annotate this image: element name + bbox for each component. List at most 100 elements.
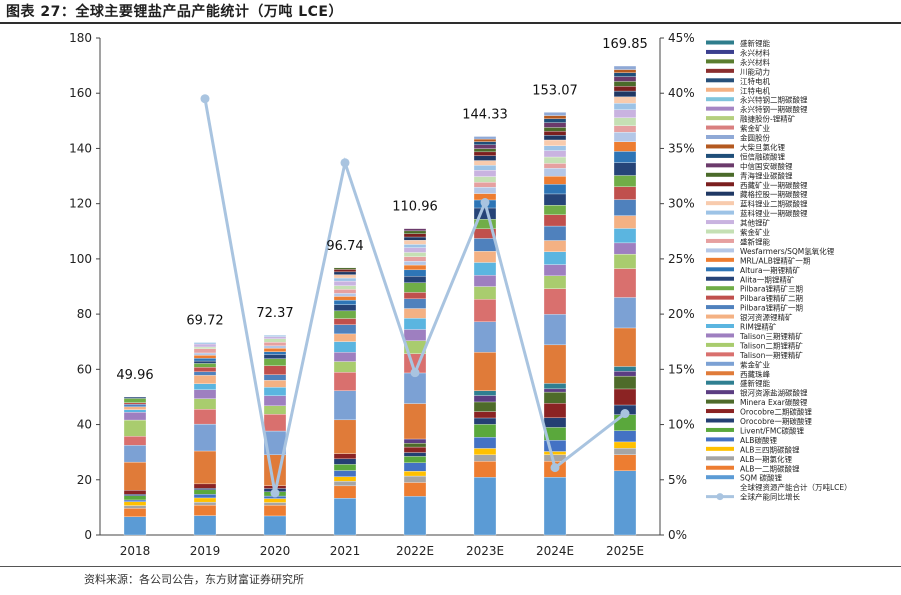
bar-segment: [193, 383, 217, 390]
bar-segment: [263, 365, 287, 375]
bar-segment: [123, 396, 147, 399]
bar-segment: [403, 475, 427, 483]
bar-segment: [473, 461, 497, 478]
bar-segment: [333, 274, 357, 279]
bar-segment: [193, 352, 217, 356]
bar-segment: [543, 403, 567, 418]
legend-label: 蓝科锂业一期碳酸锂: [740, 208, 808, 218]
bar-segment: [263, 380, 287, 388]
bar-segment: [613, 151, 637, 163]
bar-segment: [403, 298, 427, 309]
bar-segment: [403, 456, 427, 463]
bar-segment: [613, 125, 637, 133]
legend-swatch: [706, 125, 734, 130]
legend-swatch: [706, 78, 734, 83]
legend-swatch: [706, 172, 734, 177]
right-tick-label: 45%: [668, 31, 695, 45]
bar-segment: [613, 90, 637, 97]
bar-segment: [613, 371, 637, 377]
bar-segment: [473, 411, 497, 419]
legend-label: 西藏矿业一期碳酸锂: [740, 180, 808, 190]
legend-label: Pilbara锂精矿三期: [740, 284, 803, 294]
bar-segment: [333, 498, 357, 536]
left-tick-label: 80: [77, 307, 92, 321]
left-tick-label: 160: [69, 86, 92, 100]
legend-label: MRL/ALB锂精矿一期: [740, 255, 810, 265]
right-tick-label: 25%: [668, 252, 695, 266]
bar-segment: [473, 176, 497, 183]
bar-total-label: 96.74: [326, 239, 363, 254]
bar-segment: [543, 118, 567, 123]
bar-segment: [193, 409, 217, 425]
bar-segment: [613, 186, 637, 200]
bar-segment: [473, 395, 497, 403]
bar-segment: [333, 310, 357, 319]
bar-segment: [473, 262, 497, 276]
bar-segment: [333, 372, 357, 391]
bar-segment: [403, 372, 427, 404]
bar-segment: [333, 324, 357, 335]
growth-point: [410, 368, 420, 378]
legend-swatch: [706, 446, 734, 451]
legend-label: 全球产能同比增长: [740, 492, 800, 502]
bar-segment: [403, 233, 427, 238]
legend-swatch: [706, 135, 734, 139]
bar-segment: [123, 499, 147, 502]
legend-label: 永兴特钢一期碳酸锂: [740, 104, 808, 114]
growth-point: [340, 158, 350, 168]
legend-label: Livent/FMC碳酸锂: [740, 425, 805, 435]
bar-segment: [403, 482, 427, 497]
bar-total-label: 144.33: [462, 107, 508, 122]
bar-segment: [473, 437, 497, 449]
bar-segment: [193, 348, 217, 354]
bar-segment: [613, 441, 637, 449]
bar-segment: [543, 451, 567, 455]
legend-label: 其他锂矿: [740, 218, 770, 228]
legend-swatch: [706, 324, 734, 328]
legend-swatch: [706, 248, 734, 253]
bar-segment: [193, 355, 217, 359]
bar-segment: [403, 261, 427, 266]
bar-segment: [193, 360, 217, 364]
bar-segment: [333, 271, 357, 275]
legend-label: 紫金矿业: [740, 227, 770, 237]
legend-swatch: [706, 153, 734, 158]
bar-segment: [543, 168, 567, 177]
bar-segment: [123, 489, 147, 495]
bar-segment: [333, 453, 357, 460]
legend-label: 盛新锂能: [740, 38, 770, 48]
bar-total-label: 110.96: [392, 200, 438, 215]
bar-segment: [473, 136, 497, 140]
legend-label: Talison二期锂精矿: [739, 340, 803, 350]
bar-segment: [473, 352, 497, 391]
bar-segment: [613, 215, 637, 229]
bar-segment: [193, 494, 217, 499]
chart-labels: 2018 49.96 2019 69.72 2020 72.37 2021 96.74 2022…: [116, 37, 647, 558]
bar-segment: [473, 448, 497, 455]
bar-segment: [123, 409, 147, 413]
legend-swatch: [706, 163, 734, 168]
bar-segment: [333, 470, 357, 477]
bar-segment: [543, 131, 567, 136]
bar-segment: [613, 297, 637, 329]
bar-segment: [613, 327, 637, 367]
bar-segment: [333, 481, 357, 487]
bar-segment: [193, 450, 217, 485]
bar-segment: [123, 404, 147, 408]
legend-label: Wesfarmers/SQM氢氧化锂: [740, 246, 835, 256]
bar-segment: [543, 383, 567, 390]
legend-label: Minera Exar碳酸锂: [740, 397, 808, 407]
bar-segment: [123, 505, 147, 509]
bar-segment: [263, 358, 287, 366]
legend-label: 中信国安碳酸锂: [740, 161, 793, 171]
legend-swatch: [706, 409, 734, 414]
bar-segment: [613, 175, 637, 187]
bar-segment: [403, 240, 427, 245]
bar-segment: [123, 406, 147, 410]
bar-segment: [263, 498, 287, 503]
bar-segment: [403, 443, 427, 448]
bar-segment: [193, 343, 217, 348]
bar-segment: [333, 296, 357, 301]
bar-segment: [543, 127, 567, 132]
bar-segment: [543, 240, 567, 252]
